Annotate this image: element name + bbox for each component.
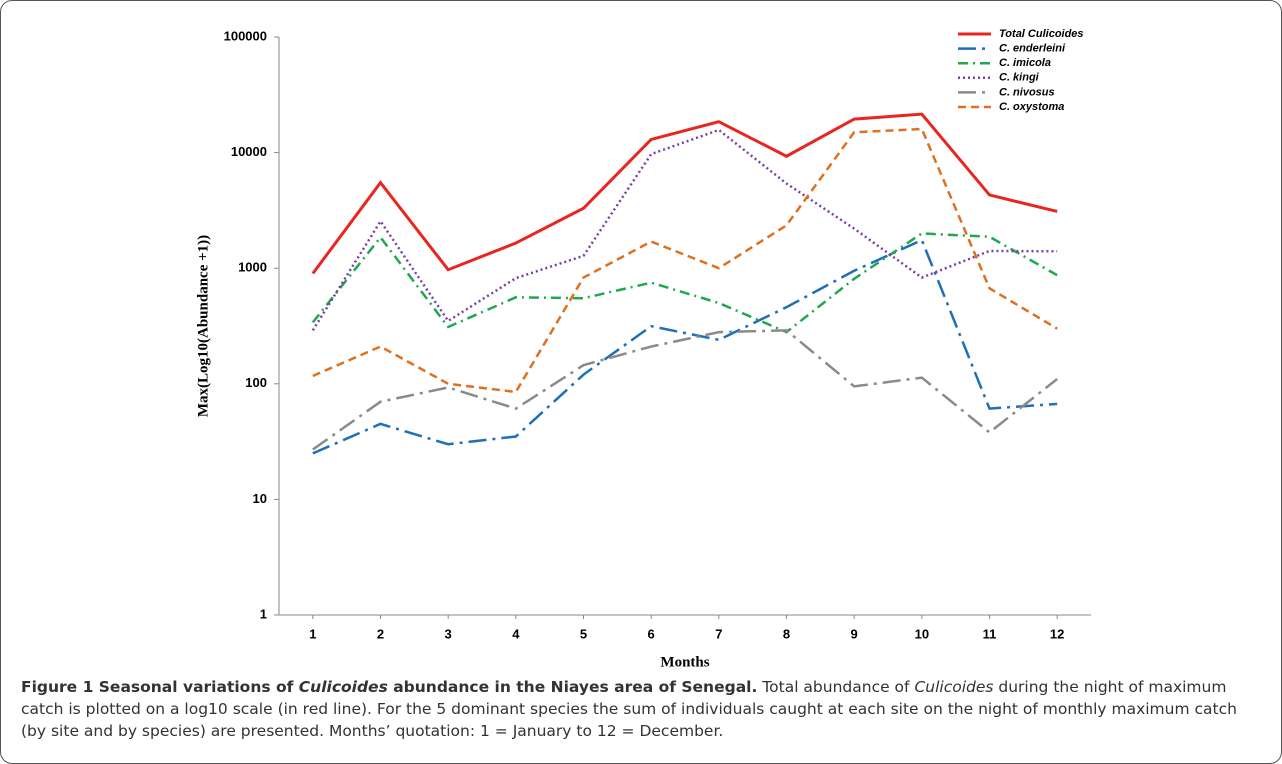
legend-label: Total Culicoides <box>999 28 1084 40</box>
series-line <box>311 232 1058 334</box>
x-tick-label: 1 <box>309 626 316 641</box>
legend-label: C. oxystoma <box>999 101 1064 113</box>
y-tick-label: 10000 <box>231 144 267 159</box>
x-tick-label: 5 <box>580 626 587 641</box>
x-tick-label: 3 <box>445 626 452 641</box>
legend-label: C. enderleini <box>999 43 1066 55</box>
x-tick-label: 11 <box>983 626 997 641</box>
x-tick-label: 8 <box>783 626 790 641</box>
series-line <box>312 238 1058 455</box>
series-line <box>311 128 1058 332</box>
x-tick-label: 7 <box>715 626 722 641</box>
y-tick-label: 1000 <box>238 260 267 275</box>
caption: Figure 1 Seasonal variations of Culicoid… <box>21 676 1261 742</box>
caption-text: Culicoides <box>298 678 388 696</box>
y-tick-label: 100000 <box>224 28 267 43</box>
x-tick-label: 9 <box>851 626 858 641</box>
legend-label: C. imicola <box>999 57 1051 69</box>
caption-text: Culicoides <box>914 678 994 696</box>
caption-text: Total abundance of <box>757 678 915 696</box>
x-tick-label: 6 <box>648 626 655 641</box>
y-tick-label: 100 <box>245 375 267 390</box>
x-tick-label: 10 <box>915 626 929 641</box>
y-tick-label: 10 <box>253 491 267 506</box>
caption-text: abundance in the Niayes area of Senegal. <box>387 678 758 696</box>
series-line <box>312 329 1058 451</box>
chart: Max(Log10(Abundance +1)) Months 1 10 100 10… <box>195 28 1091 670</box>
x-tick-label: 4 <box>512 626 520 641</box>
legend-label: C. kingi <box>999 72 1040 84</box>
caption-text: during the night of maximum catch is plo… <box>21 678 1237 740</box>
x-tick-label: 2 <box>377 626 384 641</box>
x-axis-label: Months <box>660 654 709 670</box>
y-tick-label: 1 <box>260 606 267 621</box>
x-tick-label: 12 <box>1050 626 1064 641</box>
series-line <box>312 127 1058 394</box>
y-axis-label: Max(Log10(Abundance +1)) <box>195 235 211 417</box>
caption-text: Figure 1 Seasonal variations of <box>21 678 299 696</box>
series-line <box>311 112 1058 275</box>
legend-label: C. nivosus <box>999 86 1055 98</box>
